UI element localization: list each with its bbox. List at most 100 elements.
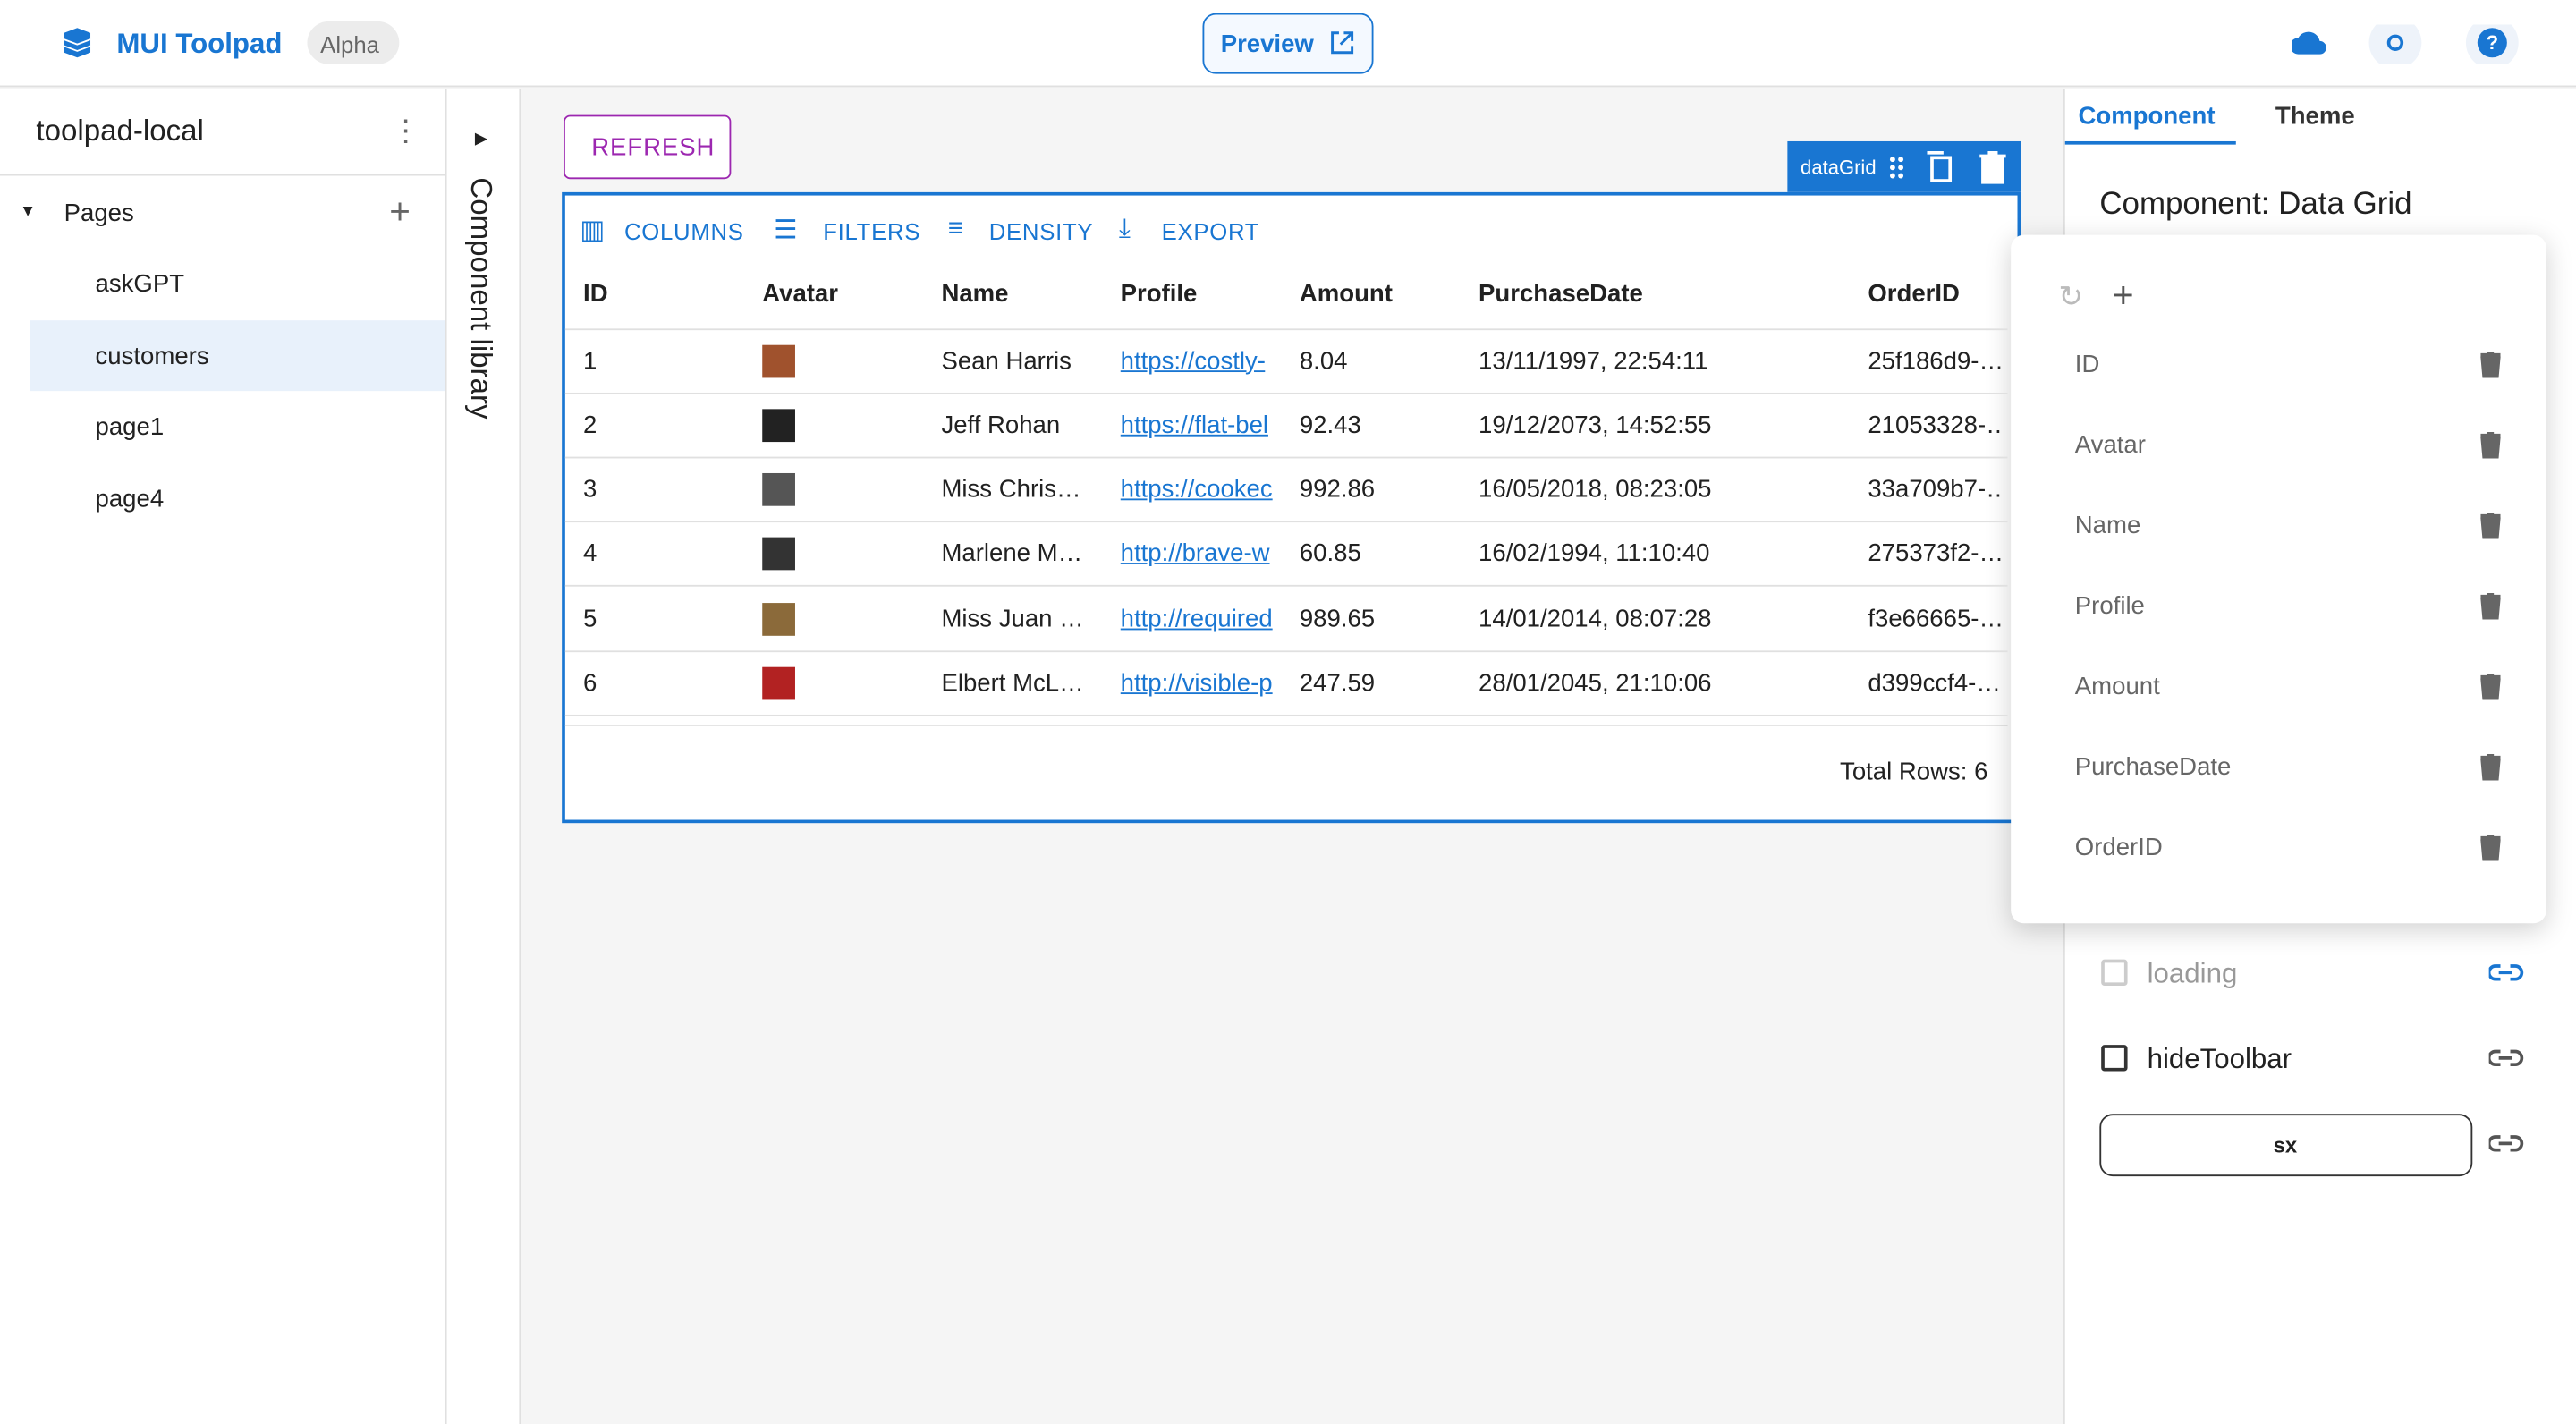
cell: 14/01/2014, 08:07:28 xyxy=(1479,605,1712,633)
column-item: Avatar xyxy=(2074,431,2146,460)
sx-label: sx xyxy=(2273,1132,2298,1157)
row-line xyxy=(564,521,2008,523)
toolbar-button[interactable]: DENSITY xyxy=(988,218,1094,245)
column-header[interactable]: PurchaseDate xyxy=(1479,280,1643,309)
tab-indicator xyxy=(2064,140,2236,145)
profile-link[interactable]: http://required xyxy=(1120,605,1273,633)
toolbar-icon[interactable]: ☰ xyxy=(774,216,798,245)
cell: Miss Juan … xyxy=(941,605,1084,633)
preview-button[interactable] xyxy=(1202,13,1374,74)
profile-link[interactable]: https://costly- xyxy=(1120,346,1266,375)
cell: 16/05/2018, 08:23:05 xyxy=(1479,475,1712,504)
cell: 989.65 xyxy=(1299,605,1376,633)
tab-theme[interactable]: Theme xyxy=(2275,102,2355,131)
divider xyxy=(0,174,445,176)
reset-icon[interactable]: ↻ xyxy=(2058,280,2084,313)
toolbar-icon[interactable]: ≡ xyxy=(947,215,963,243)
avatar xyxy=(762,343,795,377)
cell: 1 xyxy=(583,346,597,375)
column-header[interactable]: Name xyxy=(941,280,1009,309)
column-item: Name xyxy=(2074,512,2141,540)
toolbar-icon[interactable]: ▥ xyxy=(580,216,606,245)
column-header[interactable]: Profile xyxy=(1120,280,1198,309)
column-item: PurchaseDate xyxy=(2074,753,2232,782)
avatar xyxy=(762,408,795,442)
delete-icon[interactable] xyxy=(2479,593,2503,620)
delete-icon[interactable] xyxy=(2479,513,2503,539)
column-item: Amount xyxy=(2074,673,2160,701)
column-header[interactable]: OrderID xyxy=(1868,280,1960,309)
loading-label: loading xyxy=(2147,957,2238,989)
column-item: ID xyxy=(2074,351,2100,379)
cell: 3 xyxy=(583,475,597,504)
cell: 92.43 xyxy=(1299,411,1361,439)
sx-button[interactable] xyxy=(2099,1114,2473,1177)
cell: 275373f2-… xyxy=(1868,540,2003,569)
cell: 21053328-… xyxy=(1868,411,2003,439)
delete-icon[interactable] xyxy=(2479,835,2503,861)
profile-link[interactable]: http://visible-p xyxy=(1120,669,1273,698)
delete-icon[interactable] xyxy=(2479,754,2503,781)
preview-label: Preview xyxy=(1220,30,1314,59)
grid-tag-label: dataGrid xyxy=(1801,156,1877,180)
profile-link[interactable]: http://brave-w xyxy=(1120,540,1270,569)
refresh-button[interactable] xyxy=(563,114,732,180)
column-header[interactable]: Avatar xyxy=(762,280,838,309)
pages-label: Pages xyxy=(64,199,134,228)
badge: Alpha xyxy=(320,30,379,58)
cell: Marlene M… xyxy=(941,540,1083,569)
column-header[interactable]: ID xyxy=(583,280,608,309)
toolbar-icon[interactable]: ⤓ xyxy=(1118,215,1131,243)
hide-toolbar-checkbox[interactable] xyxy=(2101,1045,2128,1072)
toolbar-button[interactable]: COLUMNS xyxy=(623,218,744,245)
caret[interactable]: ▼ xyxy=(20,202,37,222)
cell: 247.59 xyxy=(1299,669,1376,698)
avatar xyxy=(762,602,795,636)
library-label[interactable]: Component library xyxy=(464,177,498,420)
row-line xyxy=(564,714,2008,716)
badge-bg xyxy=(307,21,400,64)
cell: Sean Harris xyxy=(941,346,1072,375)
page-item[interactable]: customers xyxy=(95,342,209,370)
column-header[interactable]: Amount xyxy=(1299,280,1393,309)
expand-icon[interactable]: ▶ xyxy=(474,131,487,149)
tab-component[interactable]: Component xyxy=(2078,102,2216,131)
add-column[interactable]: + xyxy=(2113,274,2134,316)
total-rows: Total Rows: 6 xyxy=(1840,758,1988,786)
columns-popover xyxy=(2011,234,2546,924)
cell: Miss Chris… xyxy=(941,475,1081,504)
row-line xyxy=(564,392,2008,394)
cell: 16/02/1994, 11:10:40 xyxy=(1479,540,1710,569)
delete-icon[interactable] xyxy=(2479,432,2503,459)
cell: Elbert McL… xyxy=(941,669,1084,698)
avatar xyxy=(762,473,795,506)
panel-heading: Component: Data Grid xyxy=(2099,187,2412,222)
row-line xyxy=(564,585,2008,588)
selected-page-bg xyxy=(30,319,445,391)
row-line xyxy=(564,649,2008,652)
loading-checkbox[interactable] xyxy=(2101,959,2128,987)
header-line xyxy=(564,328,2008,331)
top-icons: ? xyxy=(2292,24,2519,64)
cell: 2 xyxy=(583,411,597,439)
project-name: toolpad-local xyxy=(36,114,204,148)
logo xyxy=(64,28,91,58)
page-item[interactable]: page4 xyxy=(95,485,165,514)
add-page[interactable]: + xyxy=(389,191,411,232)
delete-icon[interactable] xyxy=(2479,352,2503,378)
page-item[interactable]: page1 xyxy=(95,413,165,442)
menu-icon[interactable]: ⋮ xyxy=(391,114,421,148)
open-icon xyxy=(1331,31,1354,55)
toolbar-button[interactable]: EXPORT xyxy=(1161,218,1260,245)
data-grid xyxy=(562,191,2021,824)
profile-link[interactable]: https://flat-bel xyxy=(1120,411,1269,439)
binding-icons xyxy=(2488,964,2524,1152)
delete-icon[interactable] xyxy=(2479,674,2503,700)
cell: 19/12/2073, 14:52:55 xyxy=(1479,411,1712,439)
profile-link[interactable]: https://cookec xyxy=(1120,475,1273,504)
page-item[interactable]: askGPT xyxy=(95,270,185,299)
column-item: Profile xyxy=(2074,592,2145,621)
toolbar-button[interactable]: FILTERS xyxy=(823,218,921,245)
